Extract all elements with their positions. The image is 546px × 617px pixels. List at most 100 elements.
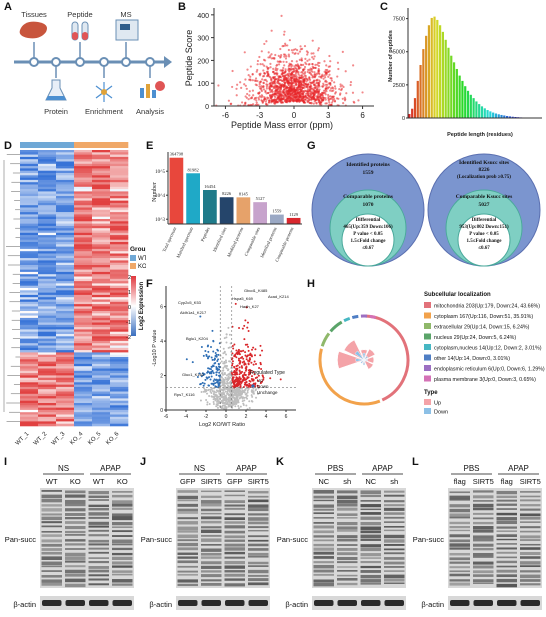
heatmap-cell — [74, 375, 93, 378]
f-point — [224, 396, 227, 399]
panel-letter-h: H — [307, 278, 315, 290]
heatmap-cell — [74, 221, 93, 224]
h-petal-down — [363, 355, 369, 361]
f-point — [261, 374, 264, 377]
heatmap-cell — [92, 336, 111, 339]
heatmap-cell — [92, 191, 111, 194]
f-point — [210, 375, 213, 378]
heatmap-cell — [110, 175, 129, 178]
blot-band — [496, 574, 517, 578]
heatmap-cell — [38, 373, 57, 376]
heatmap-cell — [74, 313, 93, 316]
b-point — [305, 85, 309, 89]
b-point — [308, 88, 311, 91]
b-point — [342, 101, 345, 105]
c-bar — [450, 55, 453, 118]
b-point — [320, 74, 323, 78]
f-point — [199, 315, 202, 318]
blot-band — [224, 539, 245, 542]
blot-band — [360, 500, 381, 502]
f-point — [233, 354, 236, 357]
heatmap-cell — [110, 285, 129, 289]
blot-band — [201, 508, 222, 512]
blot-band — [384, 548, 405, 551]
heatmap-cell — [56, 166, 75, 169]
f-point — [209, 378, 212, 381]
heatmap-cell — [74, 322, 93, 326]
heatmap-cell — [56, 173, 75, 176]
heatmap-cell — [74, 154, 93, 158]
heatmap-cell — [74, 193, 93, 197]
f-point — [222, 362, 225, 365]
f-point — [256, 384, 259, 387]
b-point — [299, 95, 302, 98]
heatmap-cell — [74, 184, 93, 188]
b-point — [298, 88, 302, 91]
f-point — [246, 383, 249, 386]
c-bar — [508, 116, 511, 118]
b-point — [270, 78, 273, 81]
b-point — [276, 81, 279, 84]
d-legend-label: KO — [138, 264, 146, 270]
heatmap-cell — [74, 329, 93, 332]
heatmap-cell — [110, 322, 129, 326]
f-point — [248, 369, 251, 372]
c-bar — [511, 116, 514, 118]
heatmap-cell — [56, 251, 75, 254]
colorbar — [131, 276, 136, 336]
f-point — [248, 358, 251, 361]
b-point — [294, 52, 297, 55]
f-point — [233, 369, 236, 372]
b-point — [244, 84, 247, 87]
heatmap-cell — [74, 368, 93, 372]
heatmap-cell — [110, 363, 129, 367]
blot-band — [248, 582, 269, 586]
b-point — [265, 102, 268, 106]
g-left-inner-4: ≤0.67 — [362, 245, 374, 251]
heatmap-cell — [110, 179, 129, 183]
heatmap-cell — [38, 202, 57, 206]
f-point — [250, 375, 253, 378]
b-point — [352, 64, 355, 67]
f-point — [203, 373, 206, 376]
heatmap-cell — [56, 389, 75, 392]
panel-b-scatter: Peptide Mass error (ppm) Peptide Score -… — [184, 8, 374, 130]
blot-band — [496, 499, 517, 502]
f-point — [228, 394, 231, 397]
blot-band — [384, 570, 405, 572]
heatmap-cell — [74, 168, 93, 171]
heatmap-cell — [20, 221, 39, 224]
f-point — [236, 377, 239, 380]
heatmap-cell — [38, 386, 57, 390]
heatmap-cell — [92, 179, 111, 183]
b-point — [315, 79, 319, 82]
heatmap-cell — [56, 253, 75, 257]
blot-lane-label: GFP — [227, 477, 242, 486]
blot-pan-label: Pan-succ — [277, 535, 309, 544]
b-point — [304, 101, 307, 104]
heatmap-cell — [20, 202, 39, 206]
group-bar-cell — [20, 142, 39, 148]
e-bar-value: 5127 — [256, 196, 266, 201]
blot-band — [201, 512, 222, 515]
blot-band — [88, 583, 109, 586]
heatmap-cell — [56, 262, 75, 266]
heatmap-cell — [20, 313, 39, 316]
f-point — [215, 405, 218, 408]
b-point — [283, 71, 286, 74]
h-petal-up — [363, 359, 374, 370]
heatmap-cell — [92, 205, 111, 208]
b-ytick-label: 0 — [205, 104, 209, 111]
b-point — [345, 92, 348, 95]
blot-band — [337, 517, 358, 519]
blot-actin-label: β-actin — [13, 600, 36, 609]
heatmap-cell — [56, 212, 75, 215]
blot-band — [360, 526, 381, 530]
blot-band — [520, 561, 541, 565]
heatmap-cell — [110, 409, 129, 413]
heatmap-cell — [92, 150, 111, 153]
b-point — [244, 95, 247, 98]
heatmap-cell — [20, 200, 39, 204]
f-point — [230, 384, 233, 387]
heatmap-cell — [74, 262, 93, 266]
